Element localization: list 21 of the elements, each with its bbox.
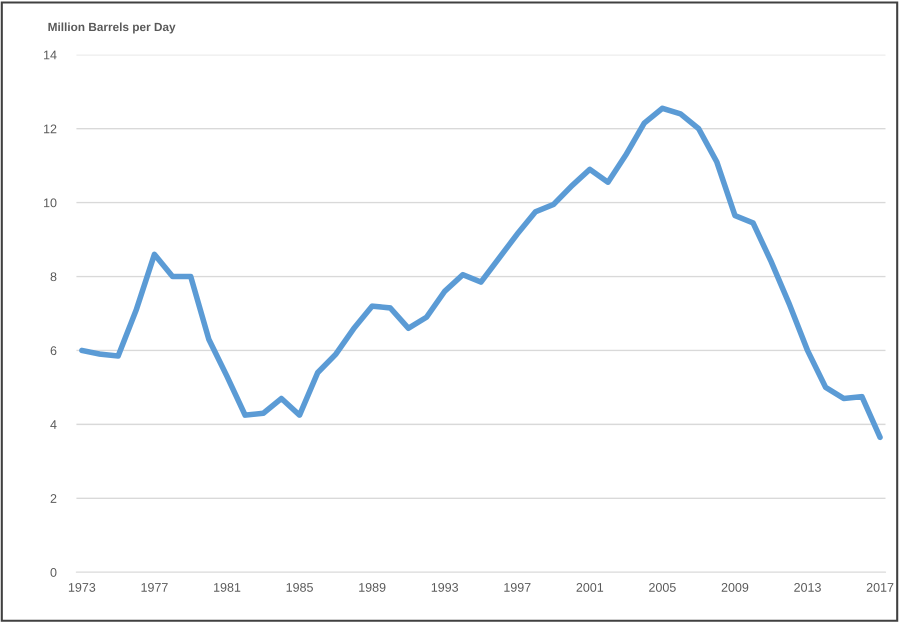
y-tick-label: 6 (50, 346, 56, 356)
x-tick-label: 1997 (504, 582, 531, 592)
x-tick-label: 2017 (866, 582, 894, 592)
x-tick-label: 1985 (286, 582, 313, 592)
x-tick-label: 1977 (141, 582, 168, 592)
x-tick-label: 2009 (722, 582, 748, 592)
y-tick-label: 14 (44, 50, 57, 60)
x-tick-label: 1981 (214, 582, 240, 592)
y-tick-label: 10 (44, 198, 56, 208)
x-tick-label: 2013 (794, 582, 821, 592)
y-tick-label: 12 (44, 124, 56, 134)
x-tick-label: 2005 (649, 582, 676, 592)
y-tick-label: 8 (50, 272, 56, 282)
x-tick-label: 1973 (68, 582, 96, 592)
x-tick-label: 2001 (576, 582, 604, 592)
y-tick-label: 0 (50, 568, 56, 577)
x-tick-label: 1989 (359, 582, 386, 592)
y-tick-label: 2 (50, 494, 56, 503)
y-axis-title: Million Barrels per Day (48, 22, 176, 34)
y-tick-label: 4 (50, 420, 57, 429)
x-tick-label: 1993 (432, 582, 458, 592)
